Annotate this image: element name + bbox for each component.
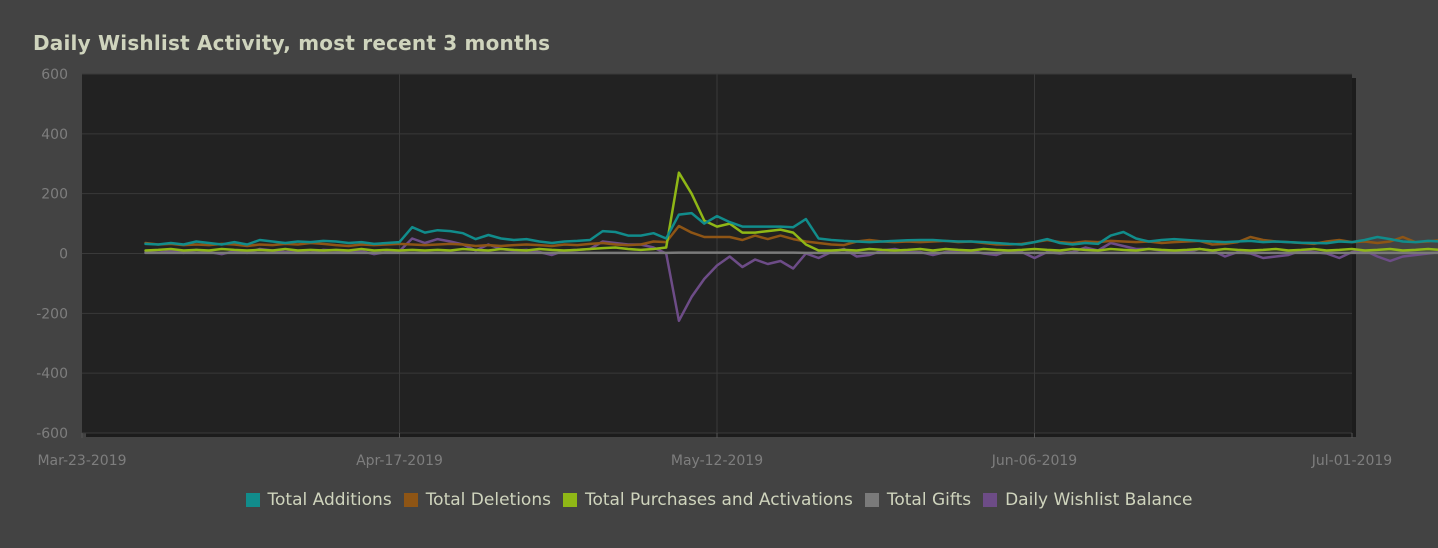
legend-item-total-gifts[interactable]: Total Gifts — [864, 490, 972, 510]
y-tick-label: -400 — [36, 366, 68, 382]
chart-title: Daily Wishlist Activity, most recent 3 m… — [33, 31, 551, 55]
legend-label: Total Additions — [267, 490, 392, 510]
series-line-total-purchases-and-activations[interactable] — [144, 171, 1438, 252]
y-tick-label: 400 — [41, 127, 68, 143]
legend-swatch — [245, 493, 260, 507]
legend: Total Additions Total Deletions Total Purc… — [0, 490, 1438, 510]
y-tick-label: -200 — [36, 306, 68, 322]
x-tick-label: Jun-06-2019 — [991, 453, 1077, 469]
series-lines[interactable] — [144, 126, 1438, 403]
y-tick-label: 0 — [59, 247, 68, 263]
y-tick-label: 600 — [41, 67, 68, 83]
axis-ticks: 600 400 200 0 -200 -400 -600 Mar-23-2019 Apr-17-… — [36, 67, 1392, 469]
x-tick-label: Mar-23-2019 — [37, 453, 126, 469]
y-tick-label: 200 — [41, 187, 68, 203]
legend-swatch — [864, 493, 879, 507]
series-line-total-additions[interactable] — [144, 211, 1438, 246]
legend-label: Total Deletions — [425, 490, 551, 510]
x-tick-label: Apr-17-2019 — [356, 453, 443, 469]
legend-label: Total Gifts — [886, 490, 972, 510]
y-tick-label: -600 — [36, 426, 68, 442]
legend-swatch — [562, 493, 577, 507]
legend-swatch — [983, 493, 998, 507]
legend-swatch — [403, 493, 418, 507]
x-tick-label: May-12-2019 — [671, 453, 763, 469]
legend-label: Daily Wishlist Balance — [1005, 490, 1193, 510]
legend-label: Total Purchases and Activations — [584, 490, 853, 510]
legend-item-total-deletions[interactable]: Total Deletions — [403, 490, 551, 510]
legend-item-total-additions[interactable]: Total Additions — [245, 490, 392, 510]
legend-item-total-purchases-and-activations[interactable]: Total Purchases and Activations — [562, 490, 853, 510]
legend-item-daily-wishlist-balance[interactable]: Daily Wishlist Balance — [983, 490, 1192, 510]
x-tick-label: Jul-01-2019 — [1311, 453, 1392, 469]
series-line-total-deletions[interactable] — [144, 126, 1438, 248]
